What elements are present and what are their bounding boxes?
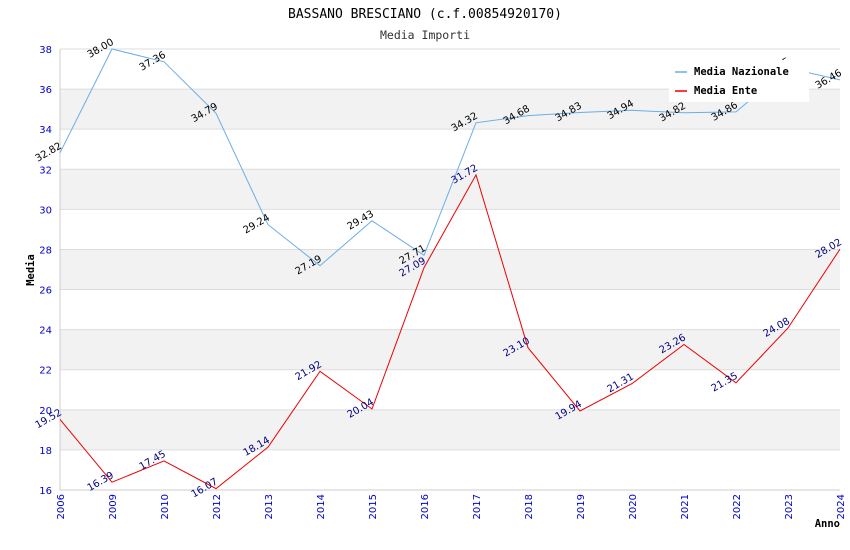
x-tick-label: 2017 [472,494,483,519]
y-tick-labels: 16 18 20 22 24 26 28 30 32 34 36 38 [39,45,52,497]
y-tick-label: 26 [39,286,52,297]
y-tick-label: 18 [39,446,52,457]
y-tick-label: 30 [39,205,52,216]
x-tick-label: 2006 [56,494,67,519]
legend-label-ente: Media Ente [694,85,757,97]
data-label-nazionale: 29.43 [346,209,376,233]
grid-band [60,329,840,370]
data-label-nazionale: 36.46 [814,68,844,92]
x-tick-label: 2023 [784,494,795,519]
grid-lines [60,48,840,491]
data-label-ente: 21.31 [606,371,636,395]
x-tick-label: 2024 [836,494,847,519]
x-tick-label: 2018 [524,494,535,519]
data-label-nazionale: 38.00 [86,37,116,61]
x-tick-label: 2015 [368,494,379,519]
data-label-nazionale: 29.24 [242,213,272,237]
axes [59,49,840,491]
x-tick-label: 2022 [732,494,743,519]
x-tick-label: 2020 [628,494,639,519]
series-line-media-ente [59,173,841,490]
data-label-nazionale: 37.36 [138,50,168,74]
data-label-ente: 17.45 [138,449,168,473]
x-tick-label: 2009 [108,494,119,519]
y-tick-label: 22 [39,366,52,377]
data-label-nazionale: 32.82 [34,141,64,165]
x-tick-label: 2012 [212,494,223,519]
x-axis-title: Anno [815,518,840,530]
chart-subtitle: Media Importi [380,28,470,42]
legend-label-nazionale: Media Nazionale [694,66,789,78]
y-tick-label: 36 [39,85,52,96]
y-tick-label: 24 [39,326,52,337]
grid-bands [60,89,840,450]
legend-box [669,60,809,102]
y-tick-label: 28 [39,245,52,256]
y-tick-label: 20 [39,406,52,417]
x-tick-labels: 2006 2009 2010 2012 2013 2014 2015 2016 2017 2018… [56,494,847,519]
chart-title: BASSANO BRESCIANO (c.f.00854920170) [288,7,562,22]
series-lines [59,48,841,490]
x-tick-label: 2010 [160,494,171,519]
series-line-media-nazionale [59,48,841,267]
x-tick-label: 2014 [316,494,327,519]
grid-band [60,249,840,290]
x-tick-label: 2021 [680,494,691,519]
grid-band [60,409,840,450]
x-tick-label: 2013 [264,494,275,519]
legend: Media Nazionale Media Ente [669,60,809,102]
y-tick-label: 34 [39,125,52,136]
y-tick-label: 16 [39,486,52,497]
y-tick-label: 38 [39,45,52,56]
x-tick-label: 2016 [420,494,431,519]
y-axis-title: Media [25,254,37,286]
x-tick-label: 2019 [576,494,587,519]
y-tick-label: 32 [39,165,52,176]
